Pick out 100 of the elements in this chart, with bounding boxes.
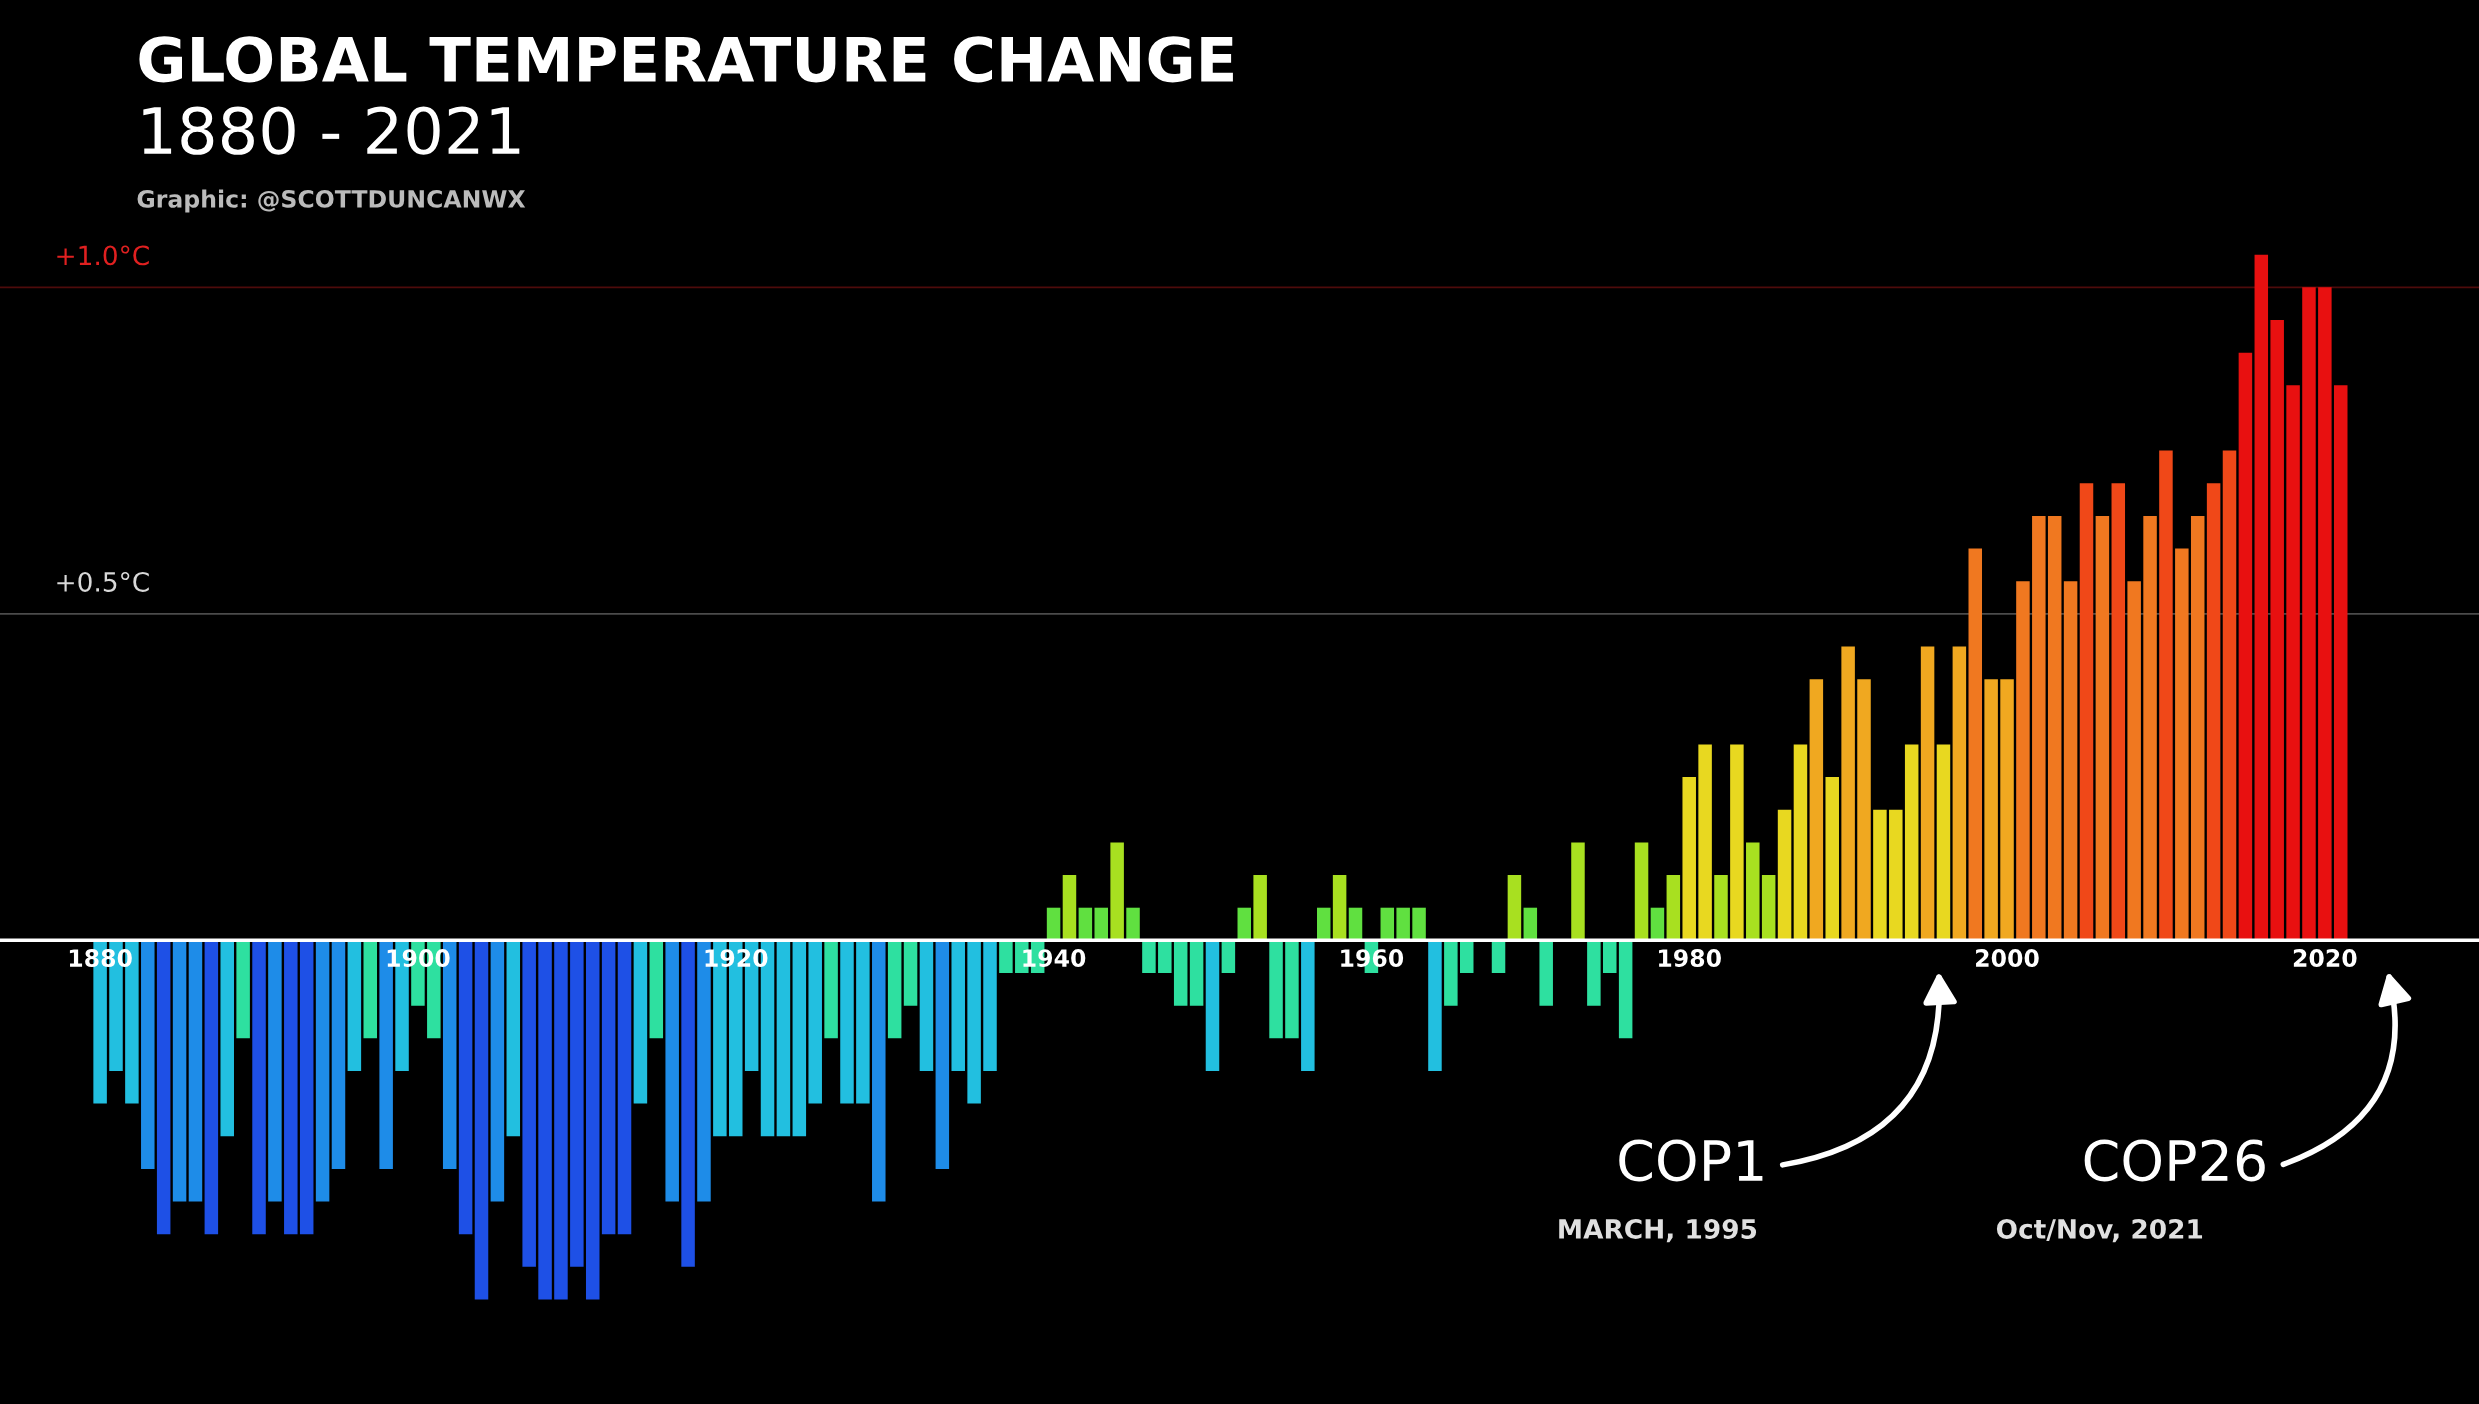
- x-tick-label: 2000: [1976, 949, 2039, 967]
- bar: [1316, 907, 1331, 941]
- bar: [1809, 679, 1824, 941]
- bar: [792, 940, 807, 1137]
- bar: [331, 940, 346, 1169]
- bar: [1221, 940, 1236, 973]
- bar: [2079, 483, 2094, 941]
- bar: [1634, 842, 1649, 941]
- bar: [570, 940, 584, 1267]
- bar: [363, 940, 378, 1039]
- annotation: COP26: [2084, 1139, 2265, 1182]
- bar: [538, 940, 552, 1300]
- bar: [141, 940, 155, 1169]
- bar: [1904, 744, 1919, 941]
- bar: [299, 940, 314, 1235]
- bar: [2047, 515, 2062, 941]
- bar: [1698, 744, 1712, 941]
- bar: [1714, 875, 1728, 941]
- bar: [1539, 940, 1553, 1006]
- bar: [951, 940, 965, 1071]
- bar: [1968, 548, 1983, 941]
- annotation: Oct/Nov, 2021: [1996, 1219, 2203, 1243]
- bar: [1173, 940, 1188, 1006]
- bar: [1348, 907, 1363, 941]
- bar: [2127, 581, 2141, 941]
- ref-line-label: +1.0°C: [57, 245, 149, 266]
- bar: [2175, 548, 2189, 941]
- bar: [1189, 940, 1204, 1006]
- bar: [268, 940, 282, 1202]
- bar: [2302, 287, 2316, 941]
- bar: [2286, 385, 2300, 941]
- bar: [1062, 875, 1077, 941]
- bar: [474, 940, 489, 1300]
- bar: [1078, 907, 1093, 941]
- ref-line-label: +0.5°C: [57, 571, 149, 592]
- bar: [1142, 940, 1156, 973]
- bar: [1587, 940, 1601, 1006]
- bar: [935, 940, 950, 1169]
- bar: [554, 940, 568, 1300]
- bar: [1094, 907, 1108, 941]
- bar: [2143, 515, 2157, 941]
- bar: [1158, 940, 1172, 973]
- chart-title: GLOBAL TEMPERATURE CHANGE: [139, 36, 1233, 83]
- bar: [872, 940, 886, 1202]
- bar: [1666, 875, 1681, 941]
- bar: [172, 940, 187, 1202]
- bar: [2318, 287, 2332, 941]
- annotation: COP1: [1619, 1139, 1763, 1182]
- bar: [1269, 940, 1283, 1039]
- bar: [1746, 842, 1760, 941]
- bar: [1603, 940, 1617, 973]
- bar: [1380, 907, 1395, 941]
- bar: [919, 940, 934, 1071]
- bar: [649, 940, 664, 1039]
- bar: [204, 940, 219, 1235]
- bar: [236, 940, 250, 1039]
- bar: [1301, 940, 1315, 1071]
- bar: [1618, 940, 1633, 1039]
- bar: [2190, 515, 2205, 941]
- bar: [999, 940, 1013, 973]
- bar: [1682, 777, 1696, 941]
- bar: [2254, 254, 2269, 941]
- bar: [1761, 875, 1776, 941]
- bar: [490, 940, 505, 1202]
- bar: [2159, 450, 2173, 941]
- bar: [1523, 907, 1538, 941]
- bar: [983, 940, 997, 1071]
- bar: [585, 940, 600, 1300]
- x-tick-label: 2020: [2293, 949, 2357, 967]
- bar: [1920, 646, 1935, 941]
- bar: [2238, 352, 2253, 941]
- bar: [1253, 875, 1267, 941]
- bar: [1777, 809, 1792, 941]
- bar: [633, 940, 648, 1104]
- annotation: MARCH, 1995: [1559, 1219, 1757, 1243]
- bar: [2111, 483, 2126, 941]
- bar: [1491, 940, 1506, 973]
- bar: [903, 940, 918, 1006]
- bar: [1444, 940, 1458, 1006]
- bar: [1285, 940, 1299, 1039]
- bar: [840, 940, 854, 1104]
- text: 1880 - 2021: [143, 106, 520, 155]
- bar: [856, 940, 870, 1104]
- bar: [887, 940, 902, 1039]
- bar: [1126, 907, 1140, 941]
- bar: [967, 940, 981, 1104]
- x-tick-label: 1980: [1659, 949, 1721, 967]
- bar: [601, 940, 616, 1235]
- bar: [1650, 907, 1665, 941]
- bar: [1428, 940, 1442, 1071]
- bar: [156, 940, 171, 1235]
- bar: [2032, 515, 2046, 941]
- bar: [1332, 875, 1347, 941]
- bar: [1507, 875, 1522, 941]
- bar: [458, 940, 473, 1235]
- bar: [220, 940, 234, 1137]
- bar: [2270, 319, 2284, 941]
- bar: [315, 940, 330, 1202]
- bar: [2222, 450, 2237, 941]
- bar: [188, 940, 203, 1202]
